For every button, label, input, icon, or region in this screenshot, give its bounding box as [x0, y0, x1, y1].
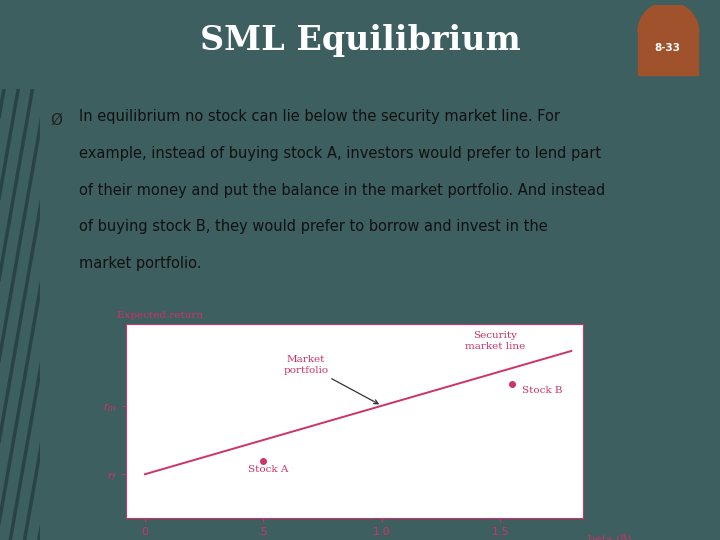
Text: beta (β): beta (β)	[588, 534, 631, 540]
Text: of their money and put the balance in the market portfolio. And instead: of their money and put the balance in th…	[78, 183, 605, 198]
Text: Market
portfolio: Market portfolio	[284, 355, 378, 404]
Text: of buying stock B, they would prefer to borrow and invest in the: of buying stock B, they would prefer to …	[78, 219, 547, 234]
Text: Ø: Ø	[50, 113, 62, 128]
Text: Stock A: Stock A	[248, 465, 288, 474]
Text: Stock B: Stock B	[521, 386, 562, 395]
Text: market portfolio.: market portfolio.	[78, 256, 201, 271]
Text: SML Equilibrium: SML Equilibrium	[199, 24, 521, 57]
Text: In equilibrium no stock can lie below the security market line. For: In equilibrium no stock can lie below th…	[78, 109, 559, 124]
Text: Security
market line: Security market line	[465, 331, 526, 350]
Text: example, instead of buying stock A, investors would prefer to lend part: example, instead of buying stock A, inve…	[78, 146, 600, 161]
Bar	[638, 31, 698, 75]
Text: 8-33: 8-33	[654, 43, 681, 53]
Text: Expected return: Expected return	[117, 311, 203, 320]
